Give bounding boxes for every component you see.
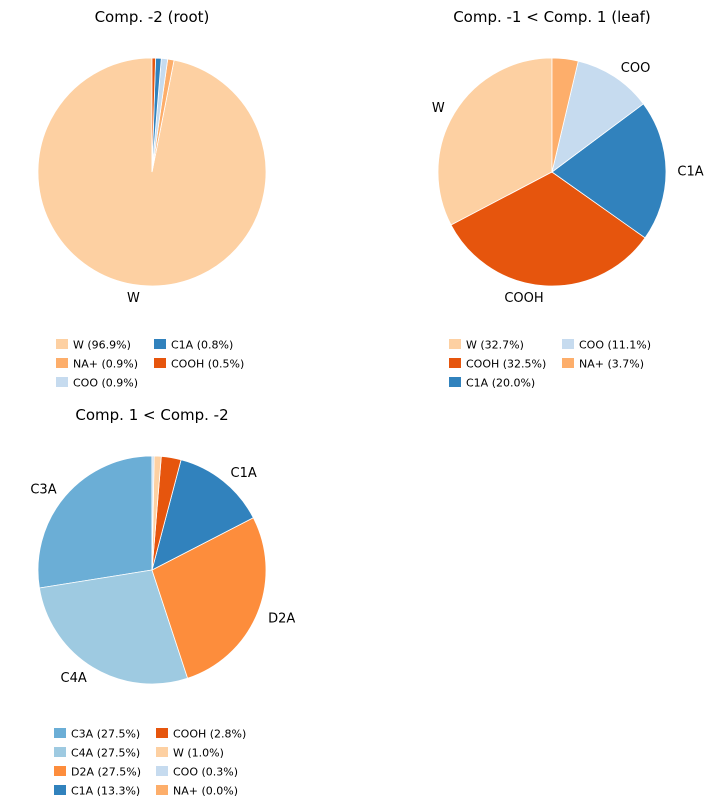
legend-swatch xyxy=(54,785,66,795)
legend-swatch xyxy=(54,766,66,776)
legend-swatch xyxy=(154,339,166,349)
pie-chart-1: Comp. -2 (root) W W (96.9%) NA+ (0.9%) COO (… xyxy=(37,8,267,390)
legend-label: NA+ (0.9%) xyxy=(73,358,138,371)
legend-label: D2A (27.5%) xyxy=(71,766,141,779)
pie-slice-c1a xyxy=(151,459,254,571)
legend-swatch xyxy=(156,747,168,757)
slice-label: W xyxy=(432,101,445,116)
legend-label: W (32.7%) xyxy=(466,339,524,352)
pie-slice-cooh xyxy=(450,171,646,287)
legend-label: COO (0.9%) xyxy=(73,377,138,390)
pie-slice-coo xyxy=(551,60,644,173)
legend-swatch xyxy=(156,785,168,795)
pie-slice-c1a xyxy=(551,103,667,239)
pie-chart-2: Comp. -1 < Comp. 1 (leaf) W COOH C1A COO W (3… xyxy=(432,8,704,390)
pie-slice-cooh xyxy=(151,57,156,173)
legend-label: NA+ (3.7%) xyxy=(579,358,644,371)
legend-swatch xyxy=(449,377,461,387)
pie-slice-d2a xyxy=(151,517,267,679)
legend-label: W (1.0%) xyxy=(173,747,224,760)
legend-label: NA+ (0.0%) xyxy=(173,785,238,798)
legend-label: COO (11.1%) xyxy=(579,339,651,352)
chart-title: Comp. -1 < Comp. 1 (leaf) xyxy=(453,8,651,26)
legend: C3A (27.5%) C4A (27.5%) D2A (27.5%) C1A (13… xyxy=(54,728,246,798)
slice-label: COO xyxy=(621,61,651,76)
pie-slice-c4a xyxy=(38,569,189,685)
legend-swatch xyxy=(54,747,66,757)
chart-title: Comp. 1 < Comp. -2 xyxy=(75,406,228,424)
legend-label: COO (0.3%) xyxy=(173,766,238,779)
pie-slice-w xyxy=(437,57,553,226)
legend-swatch xyxy=(154,358,166,368)
slice-label: COOH xyxy=(504,291,543,306)
slice-label: C1A xyxy=(677,164,703,179)
legend-swatch xyxy=(56,358,68,368)
pie-slice-c3a xyxy=(37,455,153,589)
legend-swatch xyxy=(449,358,461,368)
pie-chart-3: Comp. 1 < Comp. -2 C3A C4A D2A C1A C3A (27.5%… xyxy=(30,406,295,798)
legend-label: C4A (27.5%) xyxy=(71,747,140,760)
legend-label: C1A (13.3%) xyxy=(71,785,140,798)
legend-label: C3A (27.5%) xyxy=(71,728,140,741)
legend-swatch xyxy=(54,728,66,738)
legend-label: W (96.9%) xyxy=(73,339,131,352)
legend-swatch xyxy=(56,377,68,387)
legend-label: COOH (2.8%) xyxy=(173,728,246,741)
slice-label: C3A xyxy=(30,483,56,498)
legend: W (32.7%) COOH (32.5%) C1A (20.0%) COO (11.… xyxy=(449,339,651,390)
legend-swatch xyxy=(562,358,574,368)
pie-slice-na xyxy=(551,57,579,173)
legend-swatch xyxy=(449,339,461,349)
legend-swatch xyxy=(562,339,574,349)
slice-label: W xyxy=(127,291,140,306)
legend-label: C1A (20.0%) xyxy=(466,377,535,390)
legend-label: COOH (0.5%) xyxy=(171,358,244,371)
chart-title: Comp. -2 (root) xyxy=(95,8,210,26)
legend: W (96.9%) NA+ (0.9%) COO (0.9%) C1A (0.8%) C… xyxy=(56,339,244,390)
legend-label: COOH (32.5%) xyxy=(466,358,546,371)
slice-label: C4A xyxy=(61,671,87,686)
slice-label: C1A xyxy=(231,466,257,481)
pie-slice-coo xyxy=(151,455,155,571)
legend-swatch xyxy=(156,766,168,776)
slice-label: D2A xyxy=(268,612,295,627)
legend-label: C1A (0.8%) xyxy=(171,339,233,352)
legend-swatch xyxy=(56,339,68,349)
legend-swatch xyxy=(156,728,168,738)
